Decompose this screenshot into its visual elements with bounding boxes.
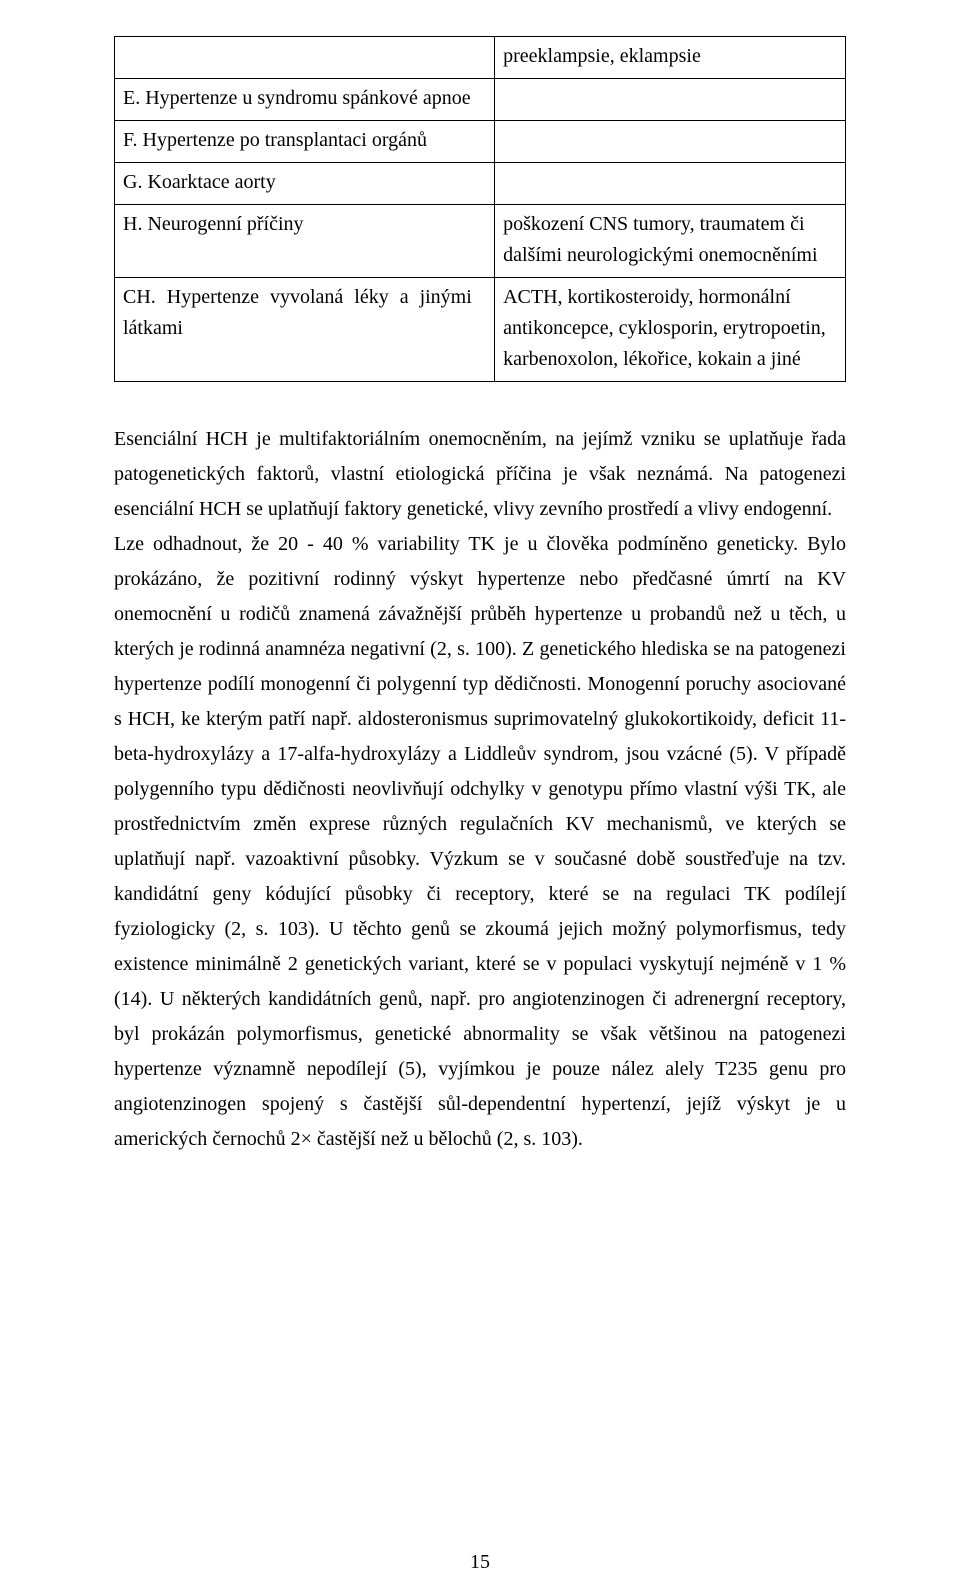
cell-right: poškození CNS tumory, traumatem či další… <box>495 205 846 278</box>
body-text: Esenciální HCH je multifaktoriálním onem… <box>114 422 846 1157</box>
cell-right: preeklampsie, eklampsie <box>495 37 846 79</box>
cell-left: CH. Hypertenze vyvolaná léky a jinými lá… <box>115 278 495 382</box>
table-row: preeklampsie, eklampsie <box>115 37 846 79</box>
table-row: F. Hypertenze po transplantaci orgánů <box>115 121 846 163</box>
cell-right <box>495 79 846 121</box>
page-number: 15 <box>0 1545 960 1580</box>
cell-left <box>115 37 495 79</box>
table-row: G. Koarktace aorty <box>115 163 846 205</box>
cell-left: G. Koarktace aorty <box>115 163 495 205</box>
table-row: CH. Hypertenze vyvolaná léky a jinými lá… <box>115 278 846 382</box>
table-row: E. Hypertenze u syndromu spánkové apnoe <box>115 79 846 121</box>
document-page: preeklampsie, eklampsie E. Hypertenze u … <box>0 0 960 1594</box>
table-row: H. Neurogenní příčiny poškození CNS tumo… <box>115 205 846 278</box>
classification-table: preeklampsie, eklampsie E. Hypertenze u … <box>114 36 846 382</box>
cell-left: H. Neurogenní příčiny <box>115 205 495 278</box>
cell-right <box>495 163 846 205</box>
cell-left: E. Hypertenze u syndromu spánkové apnoe <box>115 79 495 121</box>
cell-left: F. Hypertenze po transplantaci orgánů <box>115 121 495 163</box>
cell-right: ACTH, kortikosteroidy, hormonální antiko… <box>495 278 846 382</box>
cell-right <box>495 121 846 163</box>
body-paragraph-block: Esenciální HCH je multifaktoriálním onem… <box>114 422 846 1157</box>
